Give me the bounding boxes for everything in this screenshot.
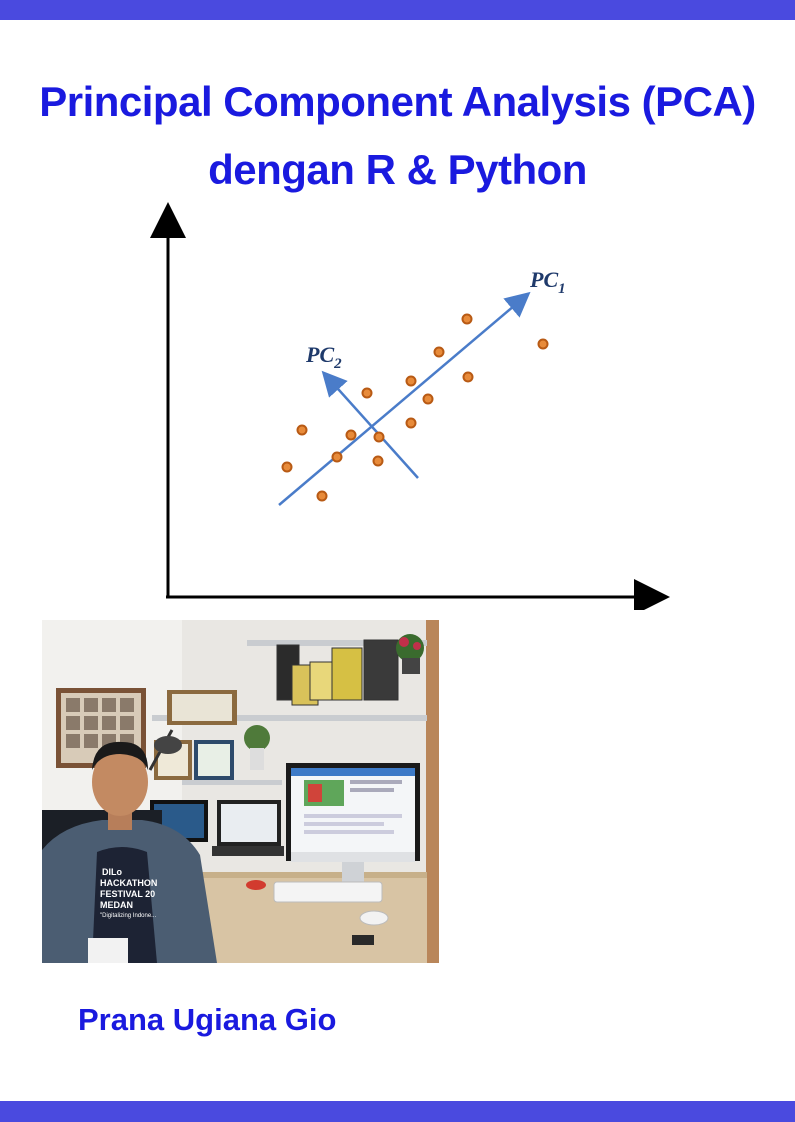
data-point	[405, 417, 417, 429]
title-line-1: Principal Component Analysis (PCA)	[39, 78, 756, 125]
data-point	[316, 490, 328, 502]
data-point	[372, 455, 384, 467]
data-point	[422, 393, 434, 405]
pc2-label: PC2	[305, 342, 342, 372]
author-photo: DILo HACKATHON FESTIVAL 20 MEDAN "Digita…	[42, 620, 439, 963]
monitor	[286, 763, 420, 882]
svg-text:FESTIVAL 20: FESTIVAL 20	[100, 889, 155, 899]
svg-text:DILo: DILo	[102, 867, 122, 877]
data-point	[361, 387, 373, 399]
data-point	[373, 431, 385, 443]
plaques	[276, 639, 399, 706]
top-accent-bar	[0, 0, 795, 20]
keyboard	[273, 881, 383, 903]
data-point	[296, 424, 308, 436]
svg-text:"Digitalizing Indone...: "Digitalizing Indone...	[100, 913, 156, 919]
person: DILo HACKATHON FESTIVAL 20 MEDAN "Digita…	[42, 741, 217, 963]
data-points	[281, 313, 549, 502]
data-point	[281, 461, 293, 473]
data-point	[537, 338, 549, 350]
pc1-arrow	[278, 291, 531, 506]
author-name: Prana Ugiana Gio	[78, 1002, 337, 1037]
pc2-arrow	[321, 370, 419, 479]
data-point	[405, 375, 417, 387]
data-point	[462, 371, 474, 383]
data-point	[331, 451, 343, 463]
data-point	[461, 313, 473, 325]
data-point	[345, 429, 357, 441]
data-point	[433, 346, 445, 358]
svg-text:HACKATHON: HACKATHON	[100, 878, 157, 888]
svg-text:MEDAN: MEDAN	[100, 900, 133, 910]
pc1-label: PC1	[529, 267, 566, 297]
bottom-accent-bar	[0, 1101, 795, 1122]
title-line-2: dengan R & Python	[208, 146, 587, 193]
pca-diagram: PC1 PC2	[150, 202, 670, 610]
